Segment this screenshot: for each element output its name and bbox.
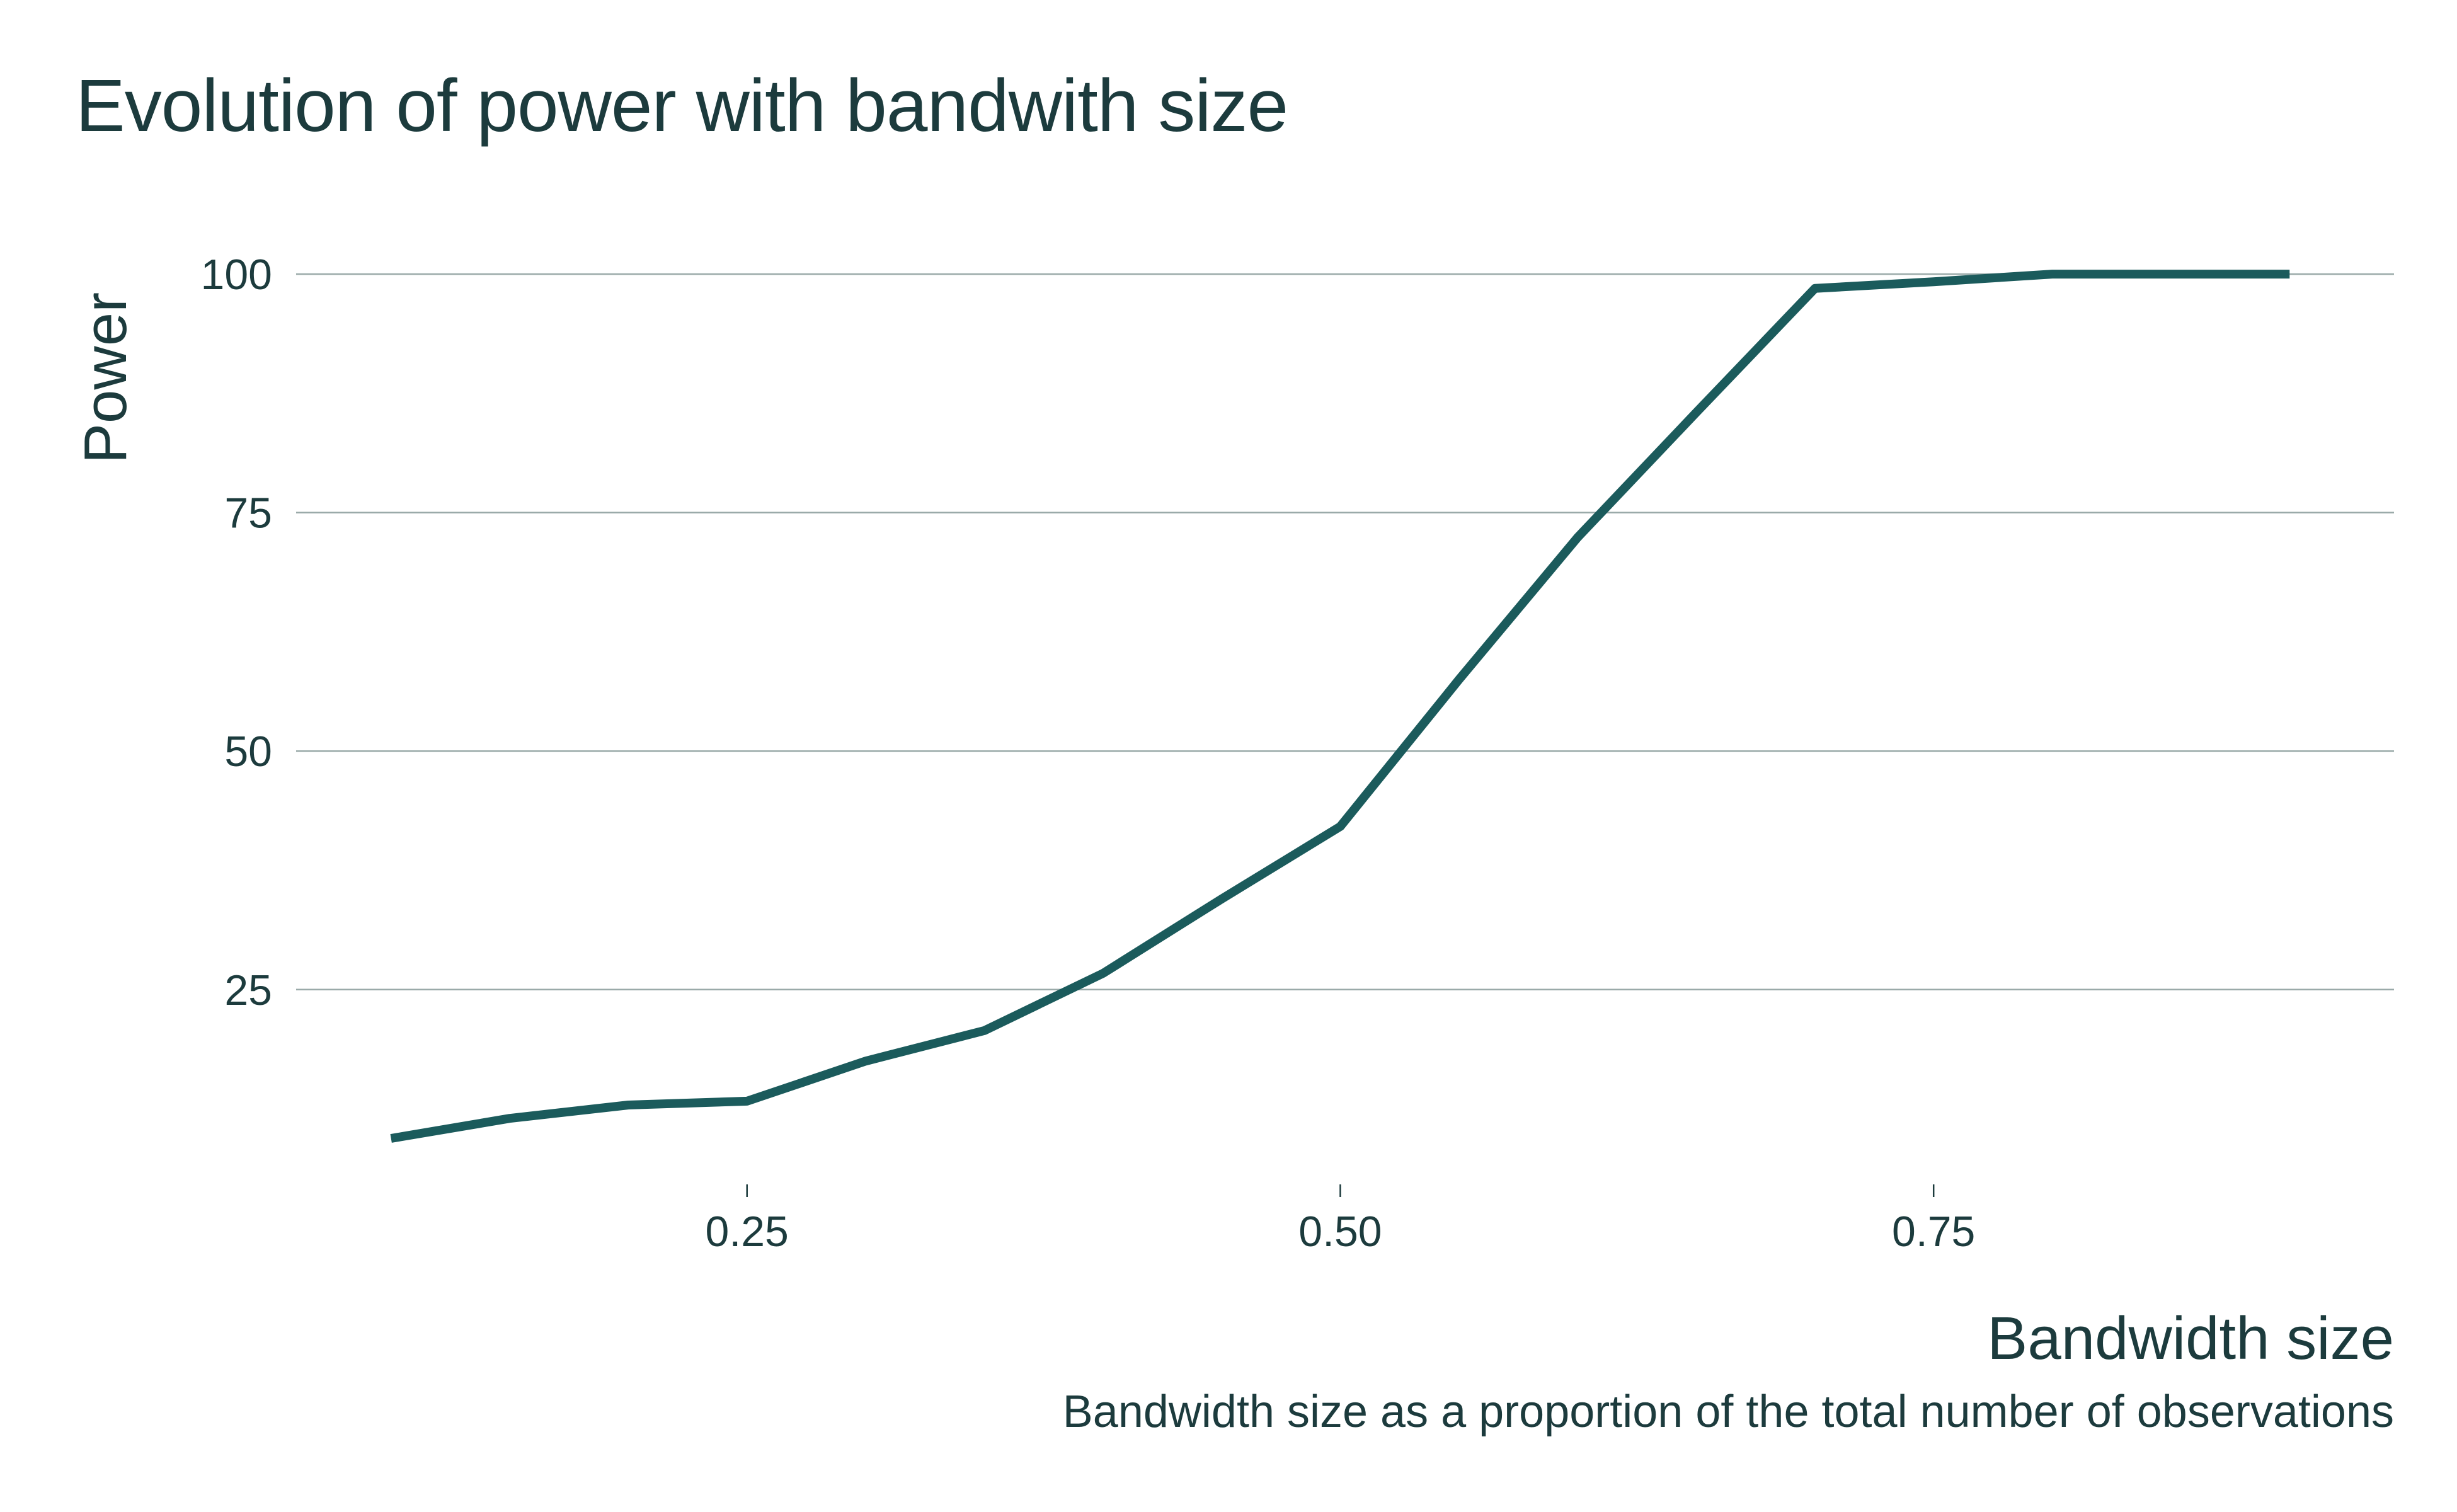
- chart-caption: Bandwidth size as a proportion of the to…: [1062, 1387, 2394, 1437]
- x-tick-label: 0.50: [1298, 1208, 1382, 1256]
- gridlines: [296, 273, 2394, 991]
- y-tick-label: 25: [224, 966, 272, 1014]
- chart-title: Evolution of power with bandwith size: [76, 64, 1288, 147]
- y-axis-label: Power: [72, 292, 139, 464]
- x-tick-label: 0.25: [706, 1208, 789, 1256]
- y-tick-label: 50: [224, 728, 272, 776]
- x-tick-label: 0.75: [1892, 1208, 1975, 1256]
- y-tick-labels: 25 50 75 100: [201, 251, 272, 1014]
- series-line-0: [390, 270, 2290, 1143]
- x-axis-label: Bandwidth size: [1987, 1305, 2394, 1372]
- y-tick-label: 100: [201, 251, 272, 299]
- y-tick-label: 75: [224, 490, 272, 537]
- series-lines: [390, 270, 2290, 1143]
- x-ticks: 0.25 0.50 0.75: [706, 1184, 1975, 1256]
